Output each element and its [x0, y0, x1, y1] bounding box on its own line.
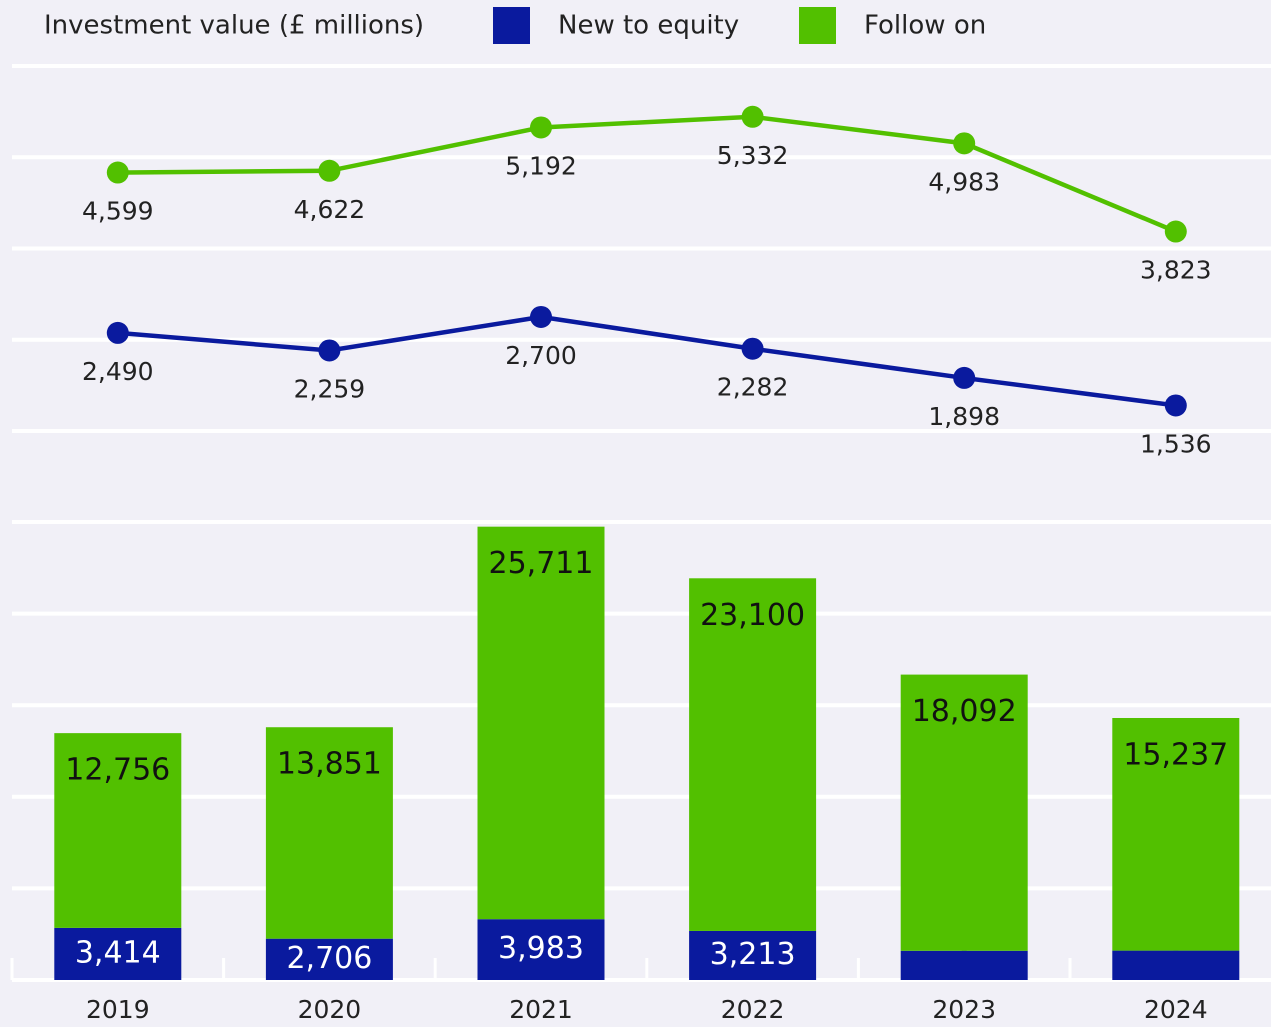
point-label: 1,536	[1140, 429, 1212, 458]
bar-segment	[1112, 717, 1240, 951]
point-label: 4,622	[294, 195, 366, 224]
point-label: 5,192	[505, 151, 577, 180]
line	[117, 114, 1177, 234]
x-tick-label: 2023	[932, 995, 996, 1024]
point	[106, 321, 129, 344]
point	[1164, 220, 1187, 243]
bar-segment	[900, 950, 1028, 980]
bar-segment	[265, 727, 393, 939]
x-tick-label: 2022	[721, 995, 785, 1024]
bar-label: 3,213	[710, 937, 796, 972]
point	[530, 116, 552, 139]
bar-segment	[689, 578, 817, 931]
point-label: 2,490	[82, 357, 154, 386]
point	[953, 132, 976, 155]
bar-label: 12,756	[65, 753, 170, 788]
point-label: 5,332	[717, 141, 789, 170]
point	[318, 339, 341, 362]
point	[106, 161, 129, 184]
bar-label: 3,414	[75, 935, 161, 970]
bar-segment	[689, 930, 817, 980]
bar-label: 2,706	[286, 941, 372, 976]
bar-segment	[900, 674, 1028, 951]
point-label: 4,599	[82, 197, 154, 226]
point	[741, 105, 764, 128]
bar-segment	[265, 938, 393, 980]
point-label: 3,823	[1140, 256, 1212, 285]
x-tick-label: 2024	[1144, 995, 1208, 1024]
legend-swatch	[799, 7, 836, 44]
bar-segment	[1112, 950, 1240, 980]
legend-title: Investment value (£ millions)	[44, 11, 424, 41]
point	[530, 305, 552, 328]
point	[741, 337, 764, 360]
bar-segment	[477, 526, 605, 920]
legend-swatch	[493, 7, 530, 44]
point-label: 2,700	[505, 341, 577, 370]
bar-label: 3,983	[498, 931, 584, 966]
point-label: 1,898	[928, 402, 1000, 431]
point	[1164, 394, 1187, 417]
bar-label: 13,851	[277, 747, 382, 782]
bar-segment	[477, 919, 605, 980]
x-tick-label: 2020	[298, 995, 362, 1024]
bar-label: 15,237	[1123, 737, 1228, 772]
legend-label: New to equity	[558, 11, 739, 41]
point-label: 2,282	[717, 373, 789, 402]
bar-label: 23,100	[700, 598, 805, 633]
bar-label: 25,711	[489, 546, 594, 581]
legend-label: Follow on	[864, 11, 986, 41]
x-tick-label: 2021	[509, 995, 573, 1024]
point	[318, 159, 341, 182]
bar-segment	[54, 927, 182, 980]
line	[117, 314, 1177, 408]
x-tick-label: 2019	[86, 995, 150, 1024]
bar-segment	[54, 733, 182, 928]
point-label: 4,983	[928, 167, 1000, 196]
bar-label: 18,092	[912, 694, 1017, 729]
point	[953, 366, 976, 389]
point-label: 2,259	[294, 374, 366, 403]
